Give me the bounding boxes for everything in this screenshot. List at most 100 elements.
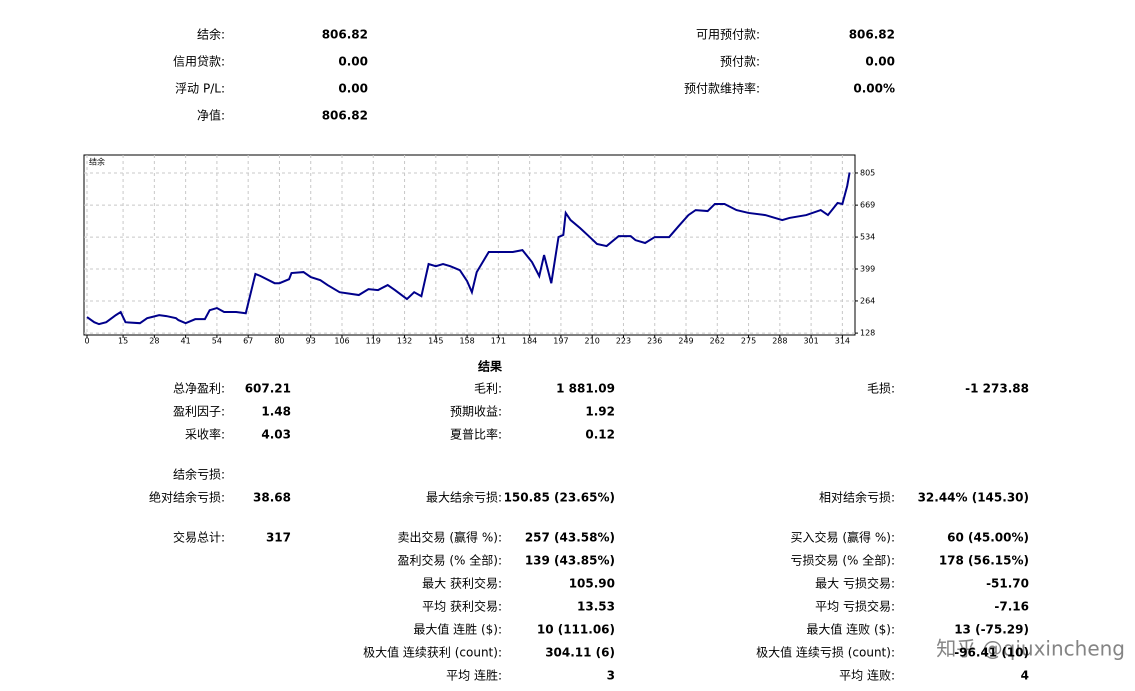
result-value: -7.16 <box>994 600 1029 614</box>
result-label: 极大值 连续亏损 (count): <box>756 645 895 660</box>
x-tick-label: 158 <box>459 337 474 346</box>
result-value: -51.70 <box>986 577 1029 591</box>
result-label: 毛利: <box>474 382 502 396</box>
result-value: 32.44% (145.30) <box>918 491 1029 505</box>
summary-value: 806.82 <box>849 28 895 42</box>
chart-title: 结余 <box>89 157 105 167</box>
x-tick-label: 106 <box>334 337 349 346</box>
x-tick-label: 262 <box>710 337 725 346</box>
result-value: 13.53 <box>577 600 615 614</box>
summary-value: 0.00% <box>853 82 895 96</box>
x-tick-label: 249 <box>678 337 693 346</box>
x-tick-label: 210 <box>585 337 600 346</box>
summary-label: 可用预付款: <box>696 28 760 42</box>
result-value: 607.21 <box>245 382 291 396</box>
result-label: 平均 连胜: <box>446 668 502 683</box>
summary-label: 结余: <box>197 27 225 42</box>
result-value: 304.11 (6) <box>545 646 615 660</box>
results-title: 结果 <box>478 359 502 374</box>
result-label: 总净盈利: <box>173 382 225 396</box>
result-value: 1 881.09 <box>556 382 615 396</box>
summary-label: 净值: <box>197 108 225 123</box>
result-value: 317 <box>266 531 291 545</box>
x-tick-label: 236 <box>647 337 662 346</box>
result-value: -96.41 (10) <box>954 646 1029 660</box>
x-tick-label: 80 <box>274 337 284 346</box>
y-tick-label: 805 <box>860 168 875 177</box>
result-value: 10 (111.06) <box>537 623 615 637</box>
x-tick-label: 93 <box>306 337 316 346</box>
summary-value: 806.82 <box>322 28 368 42</box>
x-tick-label: 67 <box>243 337 253 346</box>
summary-label: 预付款: <box>720 55 760 69</box>
x-tick-label: 184 <box>522 337 537 346</box>
result-label: 结余亏损: <box>173 467 225 482</box>
summary-value: 806.82 <box>322 109 368 123</box>
result-label: 相对结余亏损: <box>819 490 895 505</box>
y-tick-label: 264 <box>860 296 875 305</box>
result-value: -1 273.88 <box>965 382 1029 396</box>
result-label: 亏损交易 (% 全部): <box>791 553 895 568</box>
result-label: 极大值 连续获利 (count): <box>363 645 502 660</box>
result-value: 38.68 <box>253 491 291 505</box>
x-tick-label: 119 <box>366 337 381 346</box>
result-value: 4 <box>1021 669 1029 683</box>
result-value: 60 (45.00%) <box>947 531 1029 545</box>
result-label: 卖出交易 (赢得 %): <box>398 530 502 545</box>
result-value: 13 (-75.29) <box>954 623 1029 637</box>
result-label: 绝对结余亏损: <box>149 490 225 505</box>
x-tick-label: 145 <box>428 337 443 346</box>
result-label: 最大结余亏损: <box>426 490 502 505</box>
y-tick-label: 534 <box>860 233 875 242</box>
result-label: 最大 获利交易: <box>422 576 502 591</box>
summary-label: 信用贷款: <box>173 55 225 69</box>
result-value: 139 (43.85%) <box>525 554 615 568</box>
result-label: 平均 获利交易: <box>422 599 502 614</box>
x-tick-label: 28 <box>149 337 159 346</box>
x-tick-label: 41 <box>181 337 191 346</box>
x-tick-label: 223 <box>616 337 631 346</box>
y-tick-label: 399 <box>860 265 875 274</box>
result-value: 1.92 <box>585 405 615 419</box>
result-label: 交易总计: <box>173 530 225 545</box>
x-tick-label: 15 <box>118 337 128 346</box>
result-label: 夏普比率: <box>450 427 502 442</box>
result-label: 预期收益: <box>450 405 502 419</box>
result-value: 257 (43.58%) <box>525 531 615 545</box>
result-value: 105.90 <box>569 577 615 591</box>
x-tick-label: 314 <box>835 337 850 346</box>
result-label: 毛损: <box>867 382 895 396</box>
watermark: 知乎 @qiuxincheng <box>936 637 1125 661</box>
result-label: 最大 亏损交易: <box>815 576 895 591</box>
result-label: 最大值 连胜 ($): <box>413 622 502 637</box>
result-label: 最大值 连败 ($): <box>806 622 895 637</box>
result-label: 平均 连败: <box>839 668 895 683</box>
x-tick-label: 132 <box>397 337 412 346</box>
y-tick-label: 669 <box>860 201 875 210</box>
x-tick-label: 197 <box>553 337 568 346</box>
summary-value: 0.00 <box>865 55 895 69</box>
x-tick-label: 275 <box>741 337 756 346</box>
result-label: 平均 亏损交易: <box>815 599 895 614</box>
summary-value: 0.00 <box>338 82 368 96</box>
result-value: 1.48 <box>261 405 291 419</box>
result-label: 盈利因子: <box>173 405 225 419</box>
x-tick-label: 288 <box>772 337 787 346</box>
summary-label: 预付款维持率: <box>684 81 760 96</box>
result-value: 178 (56.15%) <box>939 554 1029 568</box>
x-tick-label: 0 <box>84 337 89 346</box>
x-tick-label: 301 <box>803 337 818 346</box>
chart-frame <box>83 154 856 336</box>
result-value: 0.12 <box>585 428 615 442</box>
result-value: 150.85 (23.65%) <box>504 491 615 505</box>
summary-value: 0.00 <box>338 55 368 69</box>
y-tick-label: 128 <box>860 329 875 338</box>
result-label: 盈利交易 (% 全部): <box>398 553 502 568</box>
x-tick-label: 171 <box>491 337 506 346</box>
result-label: 买入交易 (赢得 %): <box>791 530 895 545</box>
summary-label: 浮动 P/L: <box>175 82 225 96</box>
result-label: 采收率: <box>185 427 225 442</box>
balance-line <box>86 172 851 326</box>
